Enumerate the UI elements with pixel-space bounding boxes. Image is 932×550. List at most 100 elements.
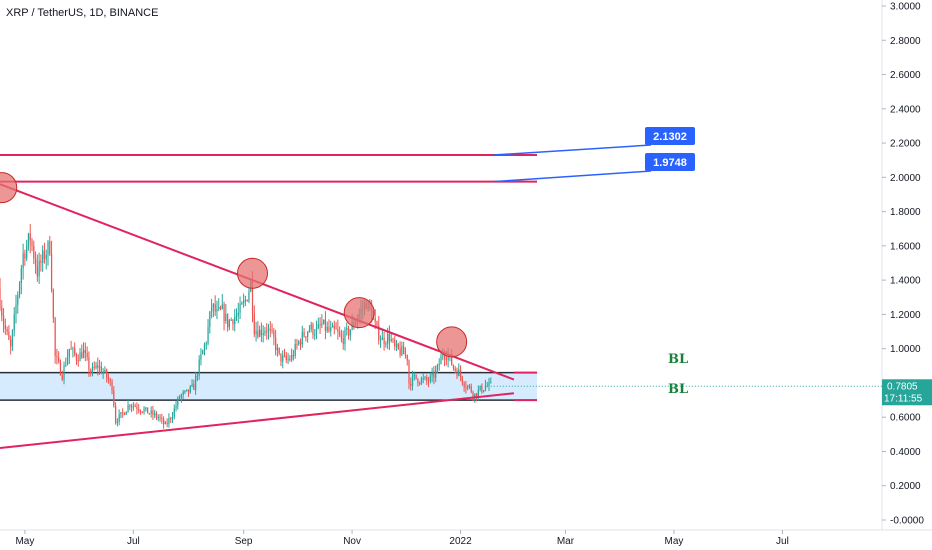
candle-body bbox=[139, 410, 142, 412]
candle-body bbox=[134, 405, 136, 407]
candle-body bbox=[20, 268, 22, 283]
candle-body bbox=[159, 417, 161, 419]
candle-body bbox=[11, 330, 14, 347]
candle-body bbox=[33, 245, 35, 259]
candle-body bbox=[72, 348, 74, 350]
y-tick-label: 1.2000 bbox=[890, 310, 921, 321]
candle-body bbox=[40, 260, 42, 263]
candle-body bbox=[374, 318, 376, 322]
candle-body bbox=[116, 421, 118, 423]
y-tick-label: 1.8000 bbox=[890, 207, 921, 218]
candle-body bbox=[74, 348, 76, 355]
candle-body bbox=[378, 325, 380, 341]
candle-body bbox=[8, 331, 10, 340]
candle-body bbox=[278, 347, 280, 354]
candle-body bbox=[170, 418, 172, 420]
candle-body bbox=[49, 241, 51, 254]
candle-body bbox=[429, 375, 431, 381]
candle-body bbox=[228, 320, 231, 328]
candle-body bbox=[65, 364, 67, 366]
callout-pointer bbox=[492, 144, 652, 156]
candle-body bbox=[282, 355, 284, 362]
candle-body bbox=[152, 410, 154, 416]
candle-body bbox=[193, 383, 195, 390]
y-tick-label: 2.8000 bbox=[890, 36, 921, 47]
candle-body bbox=[191, 383, 193, 387]
candle-body bbox=[426, 377, 428, 381]
candle-body bbox=[296, 343, 298, 345]
candle-body bbox=[285, 355, 287, 360]
candle-body bbox=[419, 382, 421, 384]
callout-pointer bbox=[492, 170, 652, 183]
candle-body bbox=[56, 356, 58, 358]
candle-body bbox=[287, 359, 289, 361]
candle-body bbox=[315, 328, 318, 335]
candle-body bbox=[395, 343, 398, 347]
candle-body bbox=[305, 336, 307, 338]
candle-body bbox=[235, 315, 238, 318]
candle-body bbox=[344, 329, 346, 345]
candle-countdown-label: 17:11:55 bbox=[884, 393, 923, 404]
candle-body bbox=[312, 324, 314, 335]
candle-body bbox=[443, 354, 446, 359]
support-zone bbox=[0, 372, 538, 401]
candle-body bbox=[166, 422, 168, 424]
candle-body bbox=[168, 418, 170, 424]
candle-body bbox=[340, 334, 343, 339]
candle-body bbox=[321, 323, 323, 326]
candle-body bbox=[52, 289, 54, 319]
candle-body bbox=[241, 303, 243, 305]
candle-body bbox=[301, 331, 303, 345]
candle-body bbox=[45, 254, 47, 260]
candle-body bbox=[38, 260, 40, 277]
candle-body bbox=[239, 304, 241, 313]
candle-body bbox=[223, 304, 225, 322]
candle-body bbox=[230, 319, 232, 321]
candle-body bbox=[273, 331, 275, 338]
candle-body bbox=[264, 331, 266, 334]
candle-body bbox=[68, 348, 70, 357]
candle-body bbox=[31, 240, 33, 246]
candle-body bbox=[349, 329, 351, 336]
candle-body bbox=[451, 354, 453, 366]
y-tick-label: 1.6000 bbox=[890, 241, 921, 252]
candle-body bbox=[415, 374, 417, 379]
candle-body bbox=[324, 319, 327, 331]
candle-body bbox=[481, 385, 483, 392]
candle-body bbox=[97, 365, 99, 368]
zone-label: BL bbox=[668, 352, 688, 367]
x-tick-label: Jul bbox=[776, 536, 789, 547]
candle-body bbox=[465, 387, 467, 389]
candle-body bbox=[200, 354, 202, 360]
candle-body bbox=[422, 378, 424, 380]
callout-label: 2.1302 bbox=[653, 131, 687, 143]
touch-circle bbox=[237, 257, 269, 289]
candle-body bbox=[59, 361, 62, 376]
candle-body bbox=[385, 343, 387, 345]
candle-body bbox=[2, 315, 5, 326]
candle-body bbox=[294, 343, 296, 357]
candle-body bbox=[111, 380, 113, 391]
candle-body bbox=[196, 375, 199, 377]
candle-body bbox=[445, 358, 447, 361]
zone-label: BL bbox=[668, 382, 688, 397]
candle-body bbox=[13, 314, 15, 331]
candle-body bbox=[258, 329, 261, 337]
candle-body bbox=[221, 304, 223, 309]
candle-body bbox=[303, 331, 305, 337]
candle-body bbox=[440, 355, 442, 365]
candle-body bbox=[417, 378, 419, 383]
candle-body bbox=[209, 311, 211, 327]
candle-body bbox=[202, 350, 204, 355]
x-tick-label: Nov bbox=[343, 536, 361, 547]
candle-body bbox=[75, 354, 78, 361]
candle-body bbox=[6, 328, 8, 332]
candle-body bbox=[79, 352, 81, 362]
candle-body bbox=[330, 327, 332, 332]
candle-body bbox=[276, 347, 279, 350]
trendline bbox=[0, 392, 515, 450]
candle-body bbox=[397, 343, 399, 349]
candle-body bbox=[81, 352, 83, 358]
candle-body bbox=[269, 328, 271, 330]
